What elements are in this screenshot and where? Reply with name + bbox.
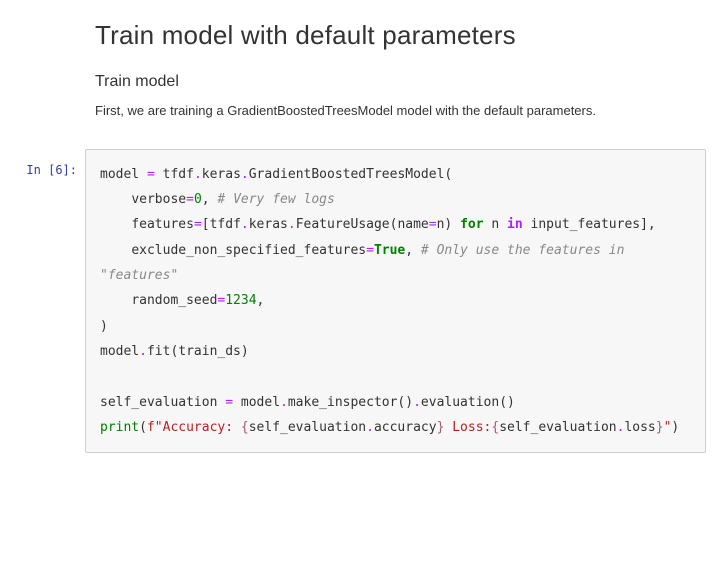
code-token: , (202, 192, 218, 207)
code-token: make_inspector() (288, 395, 413, 410)
code-token: n (484, 217, 507, 232)
code-token: Loss: (444, 420, 491, 435)
code-token: = (194, 217, 202, 232)
code-token: accuracy (374, 420, 437, 435)
code-token: fit(train_ds) (147, 344, 249, 359)
code-token: verbose (100, 192, 186, 207)
code-token: GradientBoostedTreesModel( (249, 167, 453, 182)
code-token: ( (139, 420, 147, 435)
code-token: 1234 (225, 293, 256, 308)
code-token: self_evaluation (499, 420, 616, 435)
body-paragraph: First, we are training a GradientBoosted… (95, 101, 706, 121)
code-token: features (100, 217, 194, 232)
input-prompt: In [6]: (10, 149, 85, 177)
code-token: tfdf (155, 167, 194, 182)
code-token: . (241, 167, 249, 182)
code-token: = (429, 217, 437, 232)
code-token: FeatureUsage(name (296, 217, 429, 232)
markdown-cell: Train model with default parameters Trai… (0, 20, 726, 121)
code-token: . (366, 420, 374, 435)
code-token: self_evaluation (100, 395, 225, 410)
section-heading: Train model with default parameters (95, 20, 706, 51)
code-token: . (139, 344, 147, 359)
code-token: input_features], (523, 217, 656, 232)
code-token: keras (249, 217, 288, 232)
code-token: loss (624, 420, 655, 435)
code-token: keras (202, 167, 241, 182)
code-token: 0 (194, 192, 202, 207)
code-token: random_seed (100, 293, 217, 308)
code-token: { (241, 420, 249, 435)
code-input-area[interactable]: model = tfdf.keras.GradientBoostedTreesM… (85, 149, 706, 454)
code-token: for (460, 217, 483, 232)
code-token: = (225, 395, 233, 410)
code-token: # Very few logs (217, 192, 334, 207)
code-token: model (233, 395, 280, 410)
code-token: True (374, 243, 405, 258)
code-token: = (366, 243, 374, 258)
code-token: . (194, 167, 202, 182)
code-token: ) (671, 420, 679, 435)
code-token: in (507, 217, 523, 232)
code-token: . (241, 217, 249, 232)
code-token: = (186, 192, 194, 207)
code-token: model (100, 167, 147, 182)
code-token: "Accuracy: (155, 420, 241, 435)
code-token: } (656, 420, 664, 435)
code-cell: In [6]: model = tfdf.keras.GradientBoost… (0, 149, 726, 474)
code-token: exclude_non_specified_features (100, 243, 366, 258)
code-token: , (257, 293, 265, 308)
subsection-heading: Train model (95, 73, 706, 91)
code-token: evaluation() (421, 395, 515, 410)
code-token: f (147, 420, 155, 435)
code-token: . (288, 217, 296, 232)
code-token: n) (437, 217, 460, 232)
code-token: . (280, 395, 288, 410)
code-token: self_evaluation (249, 420, 366, 435)
code-token: [tfdf (202, 217, 241, 232)
code-token: = (147, 167, 155, 182)
code-token: , (405, 243, 421, 258)
code-token: ) (100, 319, 108, 334)
code-token: model (100, 344, 139, 359)
notebook-container: Train model with default parameters Trai… (0, 0, 726, 473)
code-token: . (413, 395, 421, 410)
code-token: print (100, 420, 139, 435)
